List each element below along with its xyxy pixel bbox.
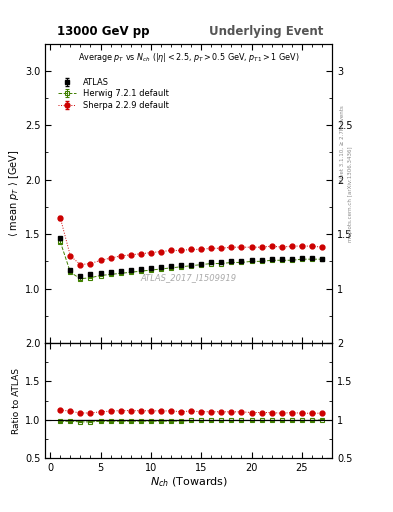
Text: 13000 GeV pp: 13000 GeV pp <box>57 25 149 37</box>
Y-axis label: Ratio to ATLAS: Ratio to ATLAS <box>12 368 21 434</box>
Text: Average $p_T$ vs $N_{ch}$ ($|\eta| < 2.5$, $p_T > 0.5$ GeV, $p_{T1} > 1$ GeV): Average $p_T$ vs $N_{ch}$ ($|\eta| < 2.5… <box>78 51 299 64</box>
Text: Underlying Event: Underlying Event <box>209 25 323 37</box>
Y-axis label: $\langle$ mean $p_T$ $\rangle$ [GeV]: $\langle$ mean $p_T$ $\rangle$ [GeV] <box>7 150 21 237</box>
Text: Rivet 3.1.10, ≥ 2.7M events: Rivet 3.1.10, ≥ 2.7M events <box>340 105 345 182</box>
Legend: ATLAS, Herwig 7.2.1 default, Sherpa 2.2.9 default: ATLAS, Herwig 7.2.1 default, Sherpa 2.2.… <box>58 78 169 110</box>
Text: mcplots.cern.ch [arXiv:1306.3436]: mcplots.cern.ch [arXiv:1306.3436] <box>348 147 353 242</box>
Text: ATLAS_2017_I1509919: ATLAS_2017_I1509919 <box>141 273 237 282</box>
X-axis label: $N_{ch}$ (Towards): $N_{ch}$ (Towards) <box>150 476 228 489</box>
